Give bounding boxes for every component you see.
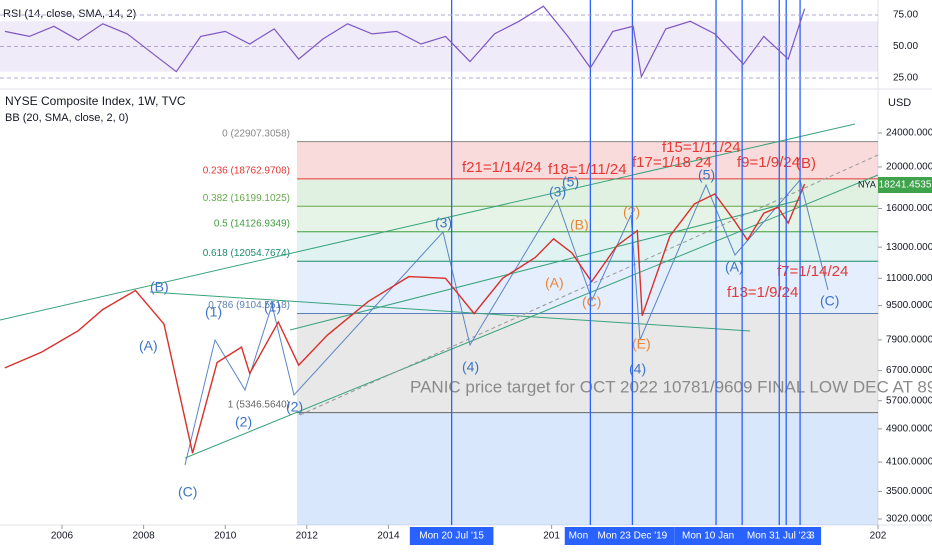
rsi-line <box>4 5 806 79</box>
price-line <box>4 183 806 454</box>
fib-band <box>297 313 878 413</box>
wave-label: (C) <box>582 294 601 310</box>
wave-label: (A) <box>139 338 158 354</box>
x-tick-label: 2014 <box>377 531 400 542</box>
fib-label: 0.618 (12054.7674) <box>203 248 290 259</box>
annotation: f21=1/14/24 <box>462 159 542 176</box>
panic-note: PANIC price target for OCT 2022 10781/96… <box>410 377 932 396</box>
y-tick-label: 11000.0000 <box>886 273 932 284</box>
fib-label: 0.382 (16199.1025) <box>203 193 290 204</box>
last-price: 18241.4535 <box>879 180 932 191</box>
last-price-box <box>878 177 932 193</box>
wave-label: (4) <box>629 361 646 377</box>
y-tick-label: 20000.0000 <box>886 162 932 173</box>
fib-band <box>297 206 878 232</box>
annotation: f13=1/9/24 <box>727 284 798 301</box>
x-tick-label: 202 <box>870 531 887 542</box>
wave-label: (E) <box>632 336 651 352</box>
fib-band <box>297 231 878 262</box>
annotation: f9=1/9/24 <box>737 154 800 171</box>
trendline <box>299 154 879 416</box>
annotation: f15=1/11/24 <box>662 139 741 156</box>
fib-label: 0 (22907.3058) <box>222 128 290 139</box>
y-tick-label: 3500.0000 <box>886 486 932 497</box>
date-label-box <box>590 527 675 545</box>
date-label: Mon 24 D <box>569 531 612 542</box>
fib-band <box>297 141 878 179</box>
date-label-box <box>409 527 494 545</box>
date-label-box <box>674 527 758 545</box>
y-tick-label: 3020.0000 <box>886 514 932 525</box>
trendline <box>184 174 879 459</box>
x-tick-label: 2008 <box>132 531 155 542</box>
wave-label: (C) <box>178 484 197 500</box>
fib-label: 0.786 (9104.5518) <box>208 300 290 311</box>
annotations: f21=1/14/24 f18=1/11/24 f17=1/18 24 f15=… <box>139 139 932 500</box>
fib-label: 1 (5346.5640) <box>228 399 290 410</box>
wave-label: (A) <box>725 259 744 275</box>
wave-label: (C) <box>820 293 839 309</box>
wave-label: (1) <box>205 304 222 320</box>
date-label: Mon 20 Jul '15 <box>419 531 484 542</box>
y-tick-label: 24000.0000 <box>886 128 932 139</box>
trendline <box>289 199 801 331</box>
y-tick-label: 16000.0000 <box>886 203 932 214</box>
x-tick-label: 2006 <box>51 531 74 542</box>
wave-label: (B) <box>570 217 589 233</box>
wave-label: (5) <box>562 174 579 190</box>
wave-label: (5) <box>698 167 715 183</box>
date-label: Mon 10 Jan '22 <box>682 531 751 542</box>
x-tick-label: 2012 <box>296 531 319 542</box>
wave-label: (A) <box>545 275 564 291</box>
date-label: Mon 31 Jul '23 <box>747 531 812 542</box>
y-tick-label: 5700.0000 <box>886 395 932 406</box>
annotation: f18=1/11/24 <box>548 161 627 178</box>
symbol-badge: NYA <box>858 179 876 189</box>
trendline <box>0 123 856 321</box>
y-tick-label: 4100.0000 <box>886 457 932 468</box>
wave-label: (3) <box>435 215 452 231</box>
x-tick-label: 201 <box>543 531 560 542</box>
wave-label: (?) <box>623 204 640 220</box>
y-tick-label: 6700.0000 <box>886 365 932 376</box>
date-label-tail: 3 <box>809 531 815 542</box>
rsi-title: RSI (14, close, SMA, 14, 2) <box>3 8 136 20</box>
date-label-box <box>737 527 822 545</box>
trendline <box>149 291 751 332</box>
annotation: f17=1/18 24 <box>632 154 712 171</box>
annotation: (B) <box>796 155 816 172</box>
annotation: f7=1/14/24 <box>777 263 848 280</box>
y-tick-label: 7900.0000 <box>886 335 932 346</box>
date-label: Mon 23 Dec '19 <box>598 531 668 542</box>
wave-label: (B) <box>150 279 169 295</box>
indicator-title: BB (20, SMA, close, 2, 0) <box>5 112 129 124</box>
wave-label: (3) <box>549 184 566 200</box>
currency: USD <box>888 97 911 109</box>
fib-band <box>297 412 878 525</box>
wave-label: (1) <box>264 299 281 315</box>
rsi-tick-label: 75.00 <box>893 10 918 21</box>
fib-label: 0.5 (14126.9349) <box>214 218 290 229</box>
wave-label: (2) <box>235 414 252 430</box>
rsi-tick-label: 25.00 <box>893 73 918 84</box>
wave-label: (2) <box>286 399 303 415</box>
fib-label: 0.236 (18762.9708) <box>203 165 290 176</box>
y-tick-label: 9500.0000 <box>886 300 932 311</box>
rsi-tick-label: 50.00 <box>893 41 918 52</box>
x-tick-label: 2010 <box>214 531 237 542</box>
y-tick-label: 13000.0000 <box>886 242 932 253</box>
symbol-title: NYSE Composite Index, 1W, TVC <box>5 94 186 108</box>
trendlines <box>0 123 879 466</box>
wave-path <box>184 178 829 466</box>
rsi-band <box>0 21 878 72</box>
y-tick-label: 4900.0000 <box>886 424 932 435</box>
wave-label: (4) <box>462 359 479 375</box>
